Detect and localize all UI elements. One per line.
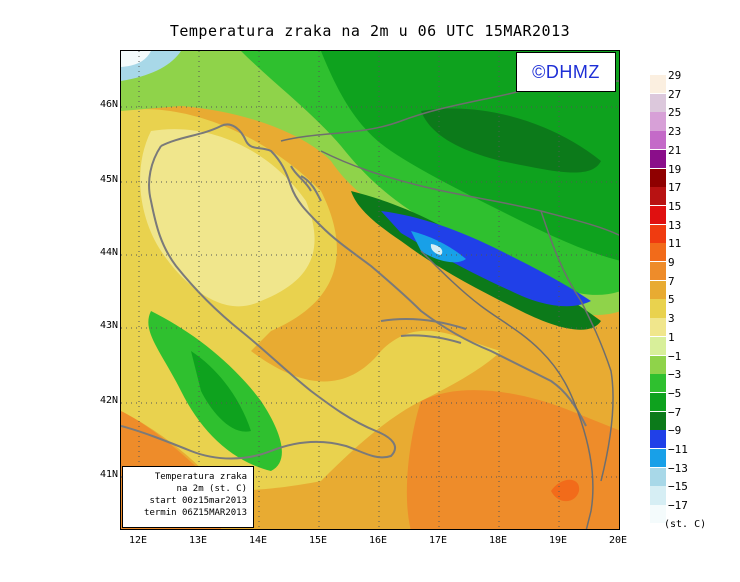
map-info-box: Temperatura zraka na 2m (st. C) start 00… — [122, 466, 254, 528]
legend-value: −3 — [668, 368, 682, 382]
info-line-3: start 00z15mar2013 — [149, 496, 247, 506]
lon-label: 15E — [308, 535, 328, 546]
legend-value: −17 — [668, 499, 688, 513]
lat-label: 46N — [99, 99, 118, 110]
legend-value: 29 — [668, 69, 682, 82]
temperature-field — [121, 51, 619, 529]
legend-swatch — [650, 262, 666, 281]
lon-label: 19E — [548, 535, 568, 546]
legend-value: 9 — [668, 256, 675, 269]
lat-label: 45N — [99, 174, 118, 185]
lat-label: 42N — [99, 395, 118, 406]
legend-value: −1 — [668, 349, 682, 363]
legend-value: 13 — [668, 218, 682, 232]
field-hot-spot — [551, 479, 580, 502]
lat-label: 41N — [99, 469, 118, 480]
graticule — [121, 51, 619, 529]
map-title: Temperatura zraka na 2m u 06 UTC 15MAR20… — [169, 22, 571, 40]
legend-value: 11 — [668, 237, 682, 251]
legend-swatch — [650, 168, 666, 187]
legend-swatch — [650, 467, 666, 486]
legend-value: 21 — [668, 143, 682, 157]
legend-value: 1 — [668, 330, 675, 344]
legend-value: −5 — [668, 386, 682, 400]
legend-swatch — [650, 299, 666, 318]
lon-label: 20E — [608, 535, 628, 546]
legend-value: 17 — [668, 181, 682, 195]
lat-label: 44N — [99, 247, 118, 258]
field-pannonian — [421, 108, 601, 173]
field-italy-cold — [191, 351, 251, 432]
legend-swatch — [650, 374, 666, 393]
legend-swatch — [650, 224, 666, 243]
legend-swatch — [650, 205, 666, 225]
legend-swatch — [650, 93, 666, 112]
lon-label: 14E — [248, 535, 268, 546]
legend-value: 7 — [668, 274, 675, 288]
legend-swatch — [650, 243, 666, 262]
legend-value: 23 — [668, 125, 682, 139]
legend-swatch — [650, 131, 666, 150]
lon-label: 12E — [128, 535, 148, 546]
field-dinaric-peak — [430, 244, 443, 255]
legend-value: 15 — [668, 199, 682, 213]
field-alps-coldest — [121, 51, 151, 67]
coastline — [121, 123, 587, 460]
legend-swatch — [650, 336, 666, 355]
lat-label: 43N — [99, 320, 118, 331]
legend-value: −9 — [668, 424, 682, 438]
legend-swatch — [650, 486, 666, 505]
legend-value: 3 — [668, 312, 675, 326]
legend-swatch — [650, 187, 666, 206]
legend-value: 25 — [668, 106, 682, 120]
legend-swatch — [650, 355, 666, 374]
dhmz-watermark: ©DHMZ — [516, 52, 616, 92]
temperature-map — [120, 50, 620, 530]
legend-swatch — [650, 75, 666, 94]
info-line-2: na 2m (st. C) — [176, 484, 247, 494]
legend-swatch — [650, 149, 666, 168]
legend-swatch — [650, 505, 666, 524]
legend-swatch — [650, 449, 666, 468]
legend-swatch — [650, 112, 666, 131]
legend-value: −13 — [668, 461, 688, 475]
field-north-dark — [321, 51, 619, 261]
field-dinaric-cold — [381, 211, 591, 307]
lon-label: 16E — [368, 535, 388, 546]
legend-value: 19 — [668, 162, 682, 176]
legend-value: −15 — [668, 480, 688, 494]
legend-swatch — [650, 318, 666, 337]
info-line-1: Temperatura zraka — [154, 472, 247, 482]
legend-value: −7 — [668, 405, 682, 419]
legend-swatch — [650, 430, 666, 449]
legend-swatch — [650, 411, 666, 430]
info-line-4: termin 06Z15MAR2013 — [144, 508, 247, 518]
legend-unit: (st. C) — [664, 519, 707, 530]
legend-value: 27 — [668, 87, 682, 101]
legend-value: 5 — [668, 293, 675, 307]
lon-label: 17E — [428, 535, 448, 546]
legend-value: −11 — [668, 443, 688, 456]
lon-label: 18E — [488, 535, 508, 546]
field-mild-core — [140, 129, 315, 307]
lon-label: 13E — [188, 535, 208, 546]
legend-swatch — [650, 280, 666, 299]
legend-swatch — [650, 392, 666, 412]
